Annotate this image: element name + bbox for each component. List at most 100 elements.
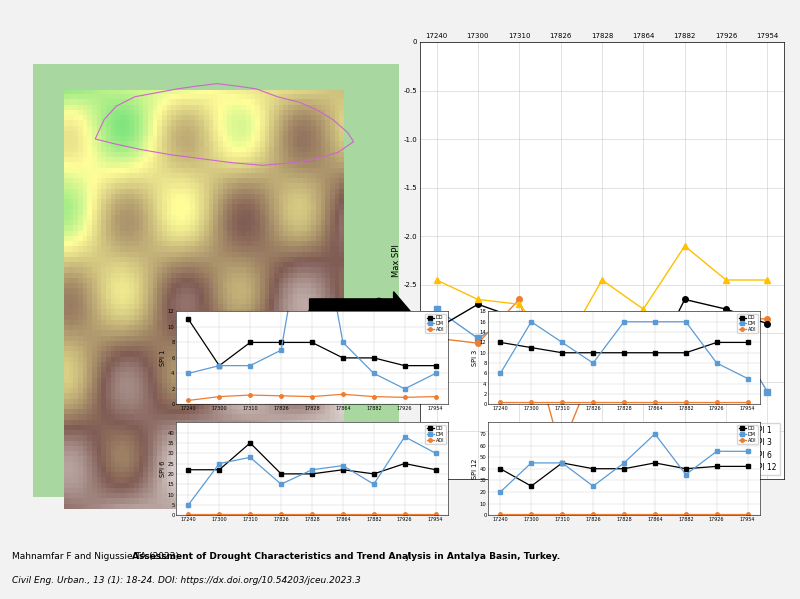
DD [619,465,629,472]
Y-axis label: SPI 3: SPI 3 [473,350,478,366]
DM [712,447,722,455]
ADI [495,510,505,518]
SPI 3 [762,315,772,322]
SPI 3 [680,315,690,322]
SPI 3 [722,315,731,322]
DM [431,450,441,457]
DM [183,501,193,509]
DD [246,339,255,346]
DD [681,349,690,356]
SPI 1 [638,340,648,347]
SPI 1 [597,315,607,322]
ADI [712,510,722,518]
DM [558,459,567,467]
DD [400,460,410,467]
DM [400,385,410,392]
DM [526,459,536,467]
Line: DM: DM [498,432,750,494]
DM [619,459,629,467]
ADI [246,392,255,399]
DM [214,460,224,467]
DD [619,349,629,356]
Line: DD: DD [498,340,750,355]
ADI [558,510,567,518]
ADI [338,391,348,398]
DD [526,344,536,351]
Text: Assessment of Drought Characteristics and Trend Analysis in Antalya Basin, Turke: Assessment of Drought Characteristics an… [131,552,560,561]
SPI 12 [762,276,772,283]
DM [588,359,598,367]
DM [369,370,378,377]
ADI [619,510,629,518]
Line: ADI: ADI [498,400,750,404]
SPI 1 [432,305,442,313]
ADI [400,394,410,401]
DD [712,463,722,470]
DM [338,462,348,469]
SPI 6 [514,315,524,322]
DD [369,470,378,477]
DM [495,488,505,495]
Legend: DD, DM, ADI: DD, DM, ADI [738,425,758,444]
SPI 12 [473,296,482,303]
SPI 6 [556,369,566,376]
DD [307,470,317,477]
Line: DM: DM [186,170,438,391]
SPI 12 [638,305,648,313]
DD [650,459,660,467]
DD [588,465,598,472]
SPI 12 [556,349,566,356]
DM [276,347,286,354]
ADI [369,393,378,400]
SPI 12 [597,276,607,283]
Line: DD: DD [498,461,750,488]
DM [276,480,286,488]
SPI 1 [762,388,772,395]
DM [246,362,255,369]
DD [743,463,753,470]
DD [431,466,441,473]
ADI [276,510,286,518]
ADI [246,510,255,518]
Line: ADI: ADI [498,512,750,516]
SPI 1 [473,335,482,342]
DD [369,354,378,361]
ADI [681,398,690,406]
ADI [712,398,722,406]
DD [214,466,224,473]
DM [400,433,410,440]
ADI [338,510,348,518]
DM [588,483,598,490]
Text: J.: J. [404,552,412,561]
ADI [214,510,224,518]
DD [276,339,286,346]
DD [495,339,505,346]
DD [246,439,255,446]
DD [712,339,722,346]
SPI 3 [514,296,524,303]
Line: DD: DD [186,441,438,476]
DM [526,318,536,325]
DD [400,362,410,369]
ADI [307,393,317,400]
Line: DM: DM [186,435,438,507]
SPI 3 [638,330,648,337]
DD [558,349,567,356]
DD [183,316,193,323]
DM [338,339,348,346]
SPI 12 [514,301,524,308]
SPI 6 [473,301,482,308]
DD [495,465,505,472]
ADI [650,398,660,406]
DM [307,466,317,473]
DM [712,359,722,367]
DM [558,339,567,346]
Y-axis label: Max SPI: Max SPI [392,244,401,277]
SPI 6 [722,305,731,313]
SPI 1 [722,320,731,327]
DM [619,318,629,325]
Text: Civil Eng. Urban., 13 (1): 18-24. DOI: https://dx.doi.org/10.54203/jceu.2023.3: Civil Eng. Urban., 13 (1): 18-24. DOI: h… [12,576,361,585]
DD [588,349,598,356]
ADI [214,393,224,400]
Legend: DD, DM, ADI: DD, DM, ADI [426,425,446,444]
